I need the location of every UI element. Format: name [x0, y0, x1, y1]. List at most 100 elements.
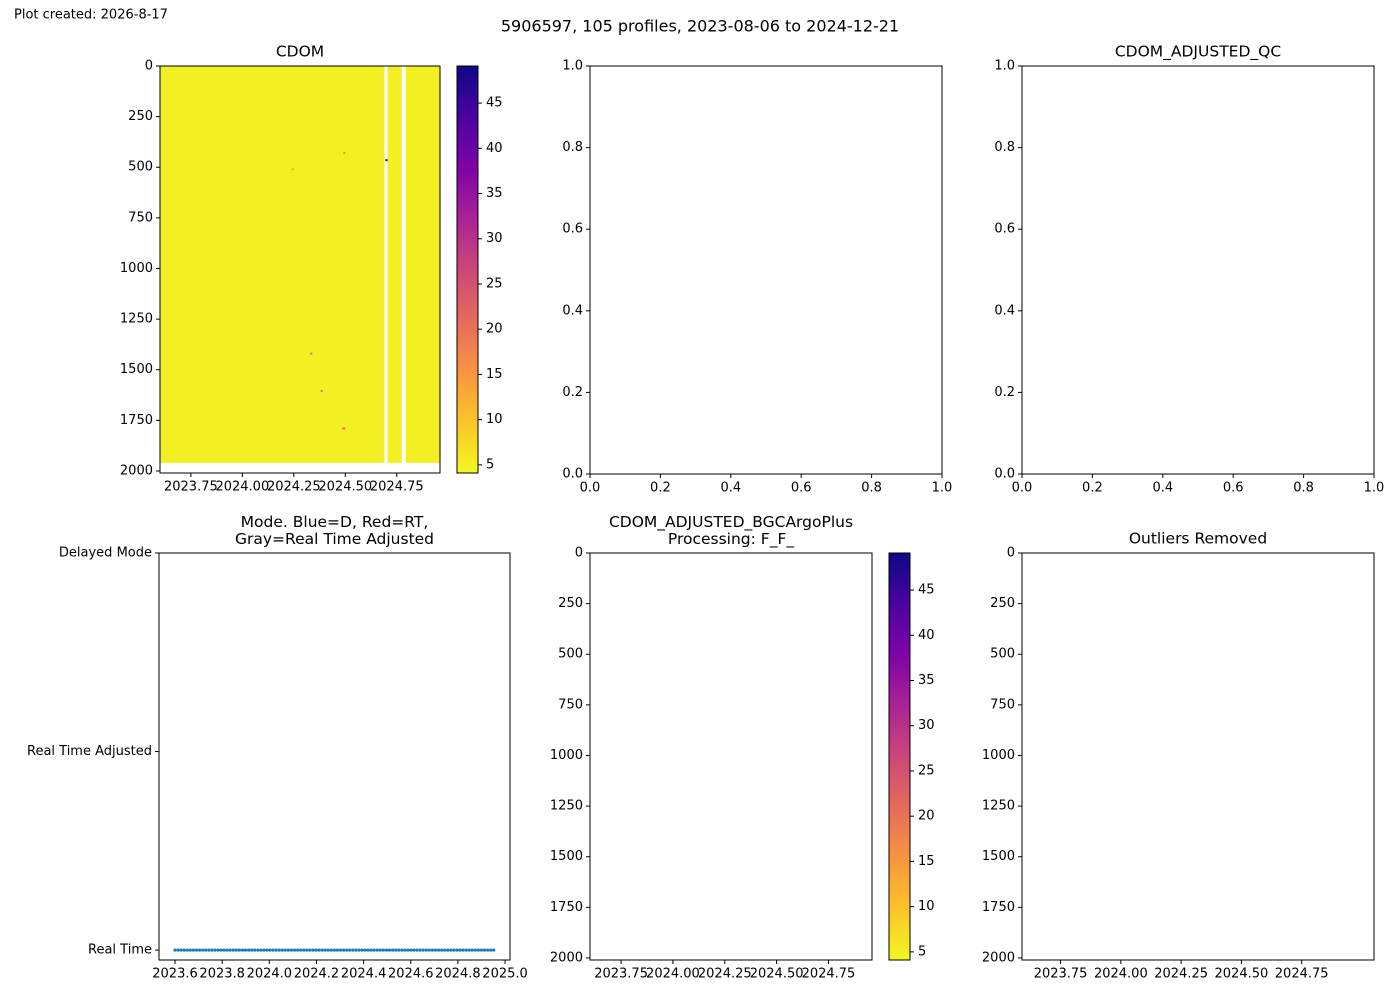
scatter-point [197, 948, 202, 952]
y-tick-label: 0 [575, 546, 583, 561]
scatter-point [400, 948, 404, 952]
scatter-point [391, 948, 395, 952]
colorbar-tick-label: 40 [486, 141, 503, 156]
scatter-point [449, 948, 453, 952]
scatter-point [492, 948, 496, 952]
y-tick-label: 500 [558, 647, 583, 662]
y-tick-label: 1500 [550, 849, 583, 864]
scatter-point [225, 948, 229, 952]
x-tick-label: 2023.75 [1034, 967, 1088, 982]
scatter-point [369, 948, 373, 952]
scatter-point [397, 948, 401, 952]
colorbar-tick-label: 10 [486, 412, 503, 427]
x-tick-label: 2024.25 [698, 967, 752, 982]
scatter-point [191, 948, 196, 952]
scatter-point [424, 948, 428, 952]
y-tick-label: 1500 [120, 362, 153, 377]
scatter-point [240, 948, 245, 952]
scatter-point [204, 948, 208, 952]
y-tick-label: 0.4 [562, 303, 583, 318]
figure-title: 5906597, 105 profiles, 2023-08-06 to 202… [501, 17, 899, 36]
x-tick-label: 0.8 [861, 481, 882, 496]
y-tick-label: 750 [558, 697, 583, 712]
created-note: Plot created: 2026-8-17 [14, 8, 168, 23]
y-tick-label: 1750 [982, 900, 1015, 915]
scatter-point [381, 948, 386, 952]
scatter-point [326, 948, 330, 952]
x-tick-label: 2024.25 [1154, 967, 1208, 982]
x-tick-label: 2024.50 [318, 480, 372, 495]
panel-title: CDOM_ADJUSTED_BGCArgoPlus Processing: F_F… [609, 513, 853, 549]
scatter-point [464, 948, 468, 952]
x-tick-label: 0.2 [650, 481, 671, 496]
scatter-point [338, 948, 343, 952]
axes-frame [1021, 552, 1375, 961]
y-tick-label: 1750 [550, 900, 583, 915]
scatter-point [222, 948, 226, 952]
scatter-point [179, 948, 183, 952]
y-tick-label: 0.6 [994, 222, 1015, 237]
scatter-point [250, 948, 254, 952]
colorbar-tick-label: 25 [918, 763, 935, 778]
colorbar-tick-label: 25 [486, 276, 503, 291]
scatter-point [188, 948, 192, 952]
x-tick-label: 2024.25 [267, 480, 321, 495]
panel-title: Outliers Removed [1129, 530, 1267, 548]
y-tick-label: 0.0 [994, 467, 1015, 482]
scatter-point [412, 948, 416, 952]
heatmap-cell [160, 66, 385, 463]
scatter-point [394, 948, 398, 952]
scatter-point [378, 948, 382, 952]
axes-frame [589, 65, 943, 475]
y-tick-label: Real Time [88, 943, 152, 958]
colorbar-tick-label: 30 [918, 718, 935, 733]
scatter-point [436, 948, 441, 952]
x-tick-label: 0.6 [791, 481, 812, 496]
x-tick-label: 2024.00 [1094, 967, 1148, 982]
x-tick-label: 2024.50 [750, 967, 804, 982]
panel-title: Mode. Blue=D, Red=RT, Gray=Real Time Adju… [235, 513, 434, 548]
scatter-point [185, 948, 189, 952]
scatter-point [302, 948, 306, 952]
scatter-point [430, 948, 435, 952]
y-tick-label: 750 [990, 697, 1015, 712]
scatter-point [182, 948, 186, 952]
scatter-point [406, 948, 410, 952]
x-tick-label: 2024.50 [1215, 967, 1269, 982]
colorbar-tick-label: 5 [486, 457, 494, 472]
heatmap-cell [310, 352, 313, 355]
scatter-point [348, 948, 352, 952]
scatter-point [329, 948, 333, 952]
scatter-point [228, 948, 232, 952]
y-tick-label: 0.4 [994, 303, 1015, 318]
scatter-point [470, 948, 474, 952]
y-tick-label: 0.8 [562, 140, 583, 155]
scatter-point [219, 948, 223, 952]
scatter-point [176, 948, 180, 952]
scatter-point [345, 948, 349, 952]
axes-frame [159, 65, 441, 474]
scatter-point [280, 948, 284, 952]
y-tick-label: 1.0 [994, 59, 1015, 74]
colorbar-tick-label: 30 [486, 231, 503, 246]
x-tick-label: 0.8 [1293, 481, 1314, 496]
x-tick-label: 1.0 [1364, 481, 1385, 496]
x-tick-label: 2024.4 [341, 967, 387, 982]
scatter-point [458, 948, 462, 952]
x-tick-label: 2024.0 [247, 967, 293, 982]
scatter-point [482, 948, 487, 952]
y-tick-label: 1.0 [562, 59, 583, 74]
y-tick-label: 0 [1007, 546, 1015, 561]
heatmap-cell [405, 66, 440, 463]
scatter-point [299, 948, 303, 952]
scatter-point [375, 948, 379, 952]
scatter-point [213, 948, 217, 952]
scatter-point [207, 948, 211, 952]
x-tick-label: 2024.75 [1275, 967, 1329, 982]
scatter-point [283, 948, 287, 952]
x-tick-label: 2023.8 [199, 967, 245, 982]
scatter-point [384, 948, 389, 952]
y-tick-label: 0.0 [562, 467, 583, 482]
x-tick-label: 2024.8 [435, 967, 481, 982]
